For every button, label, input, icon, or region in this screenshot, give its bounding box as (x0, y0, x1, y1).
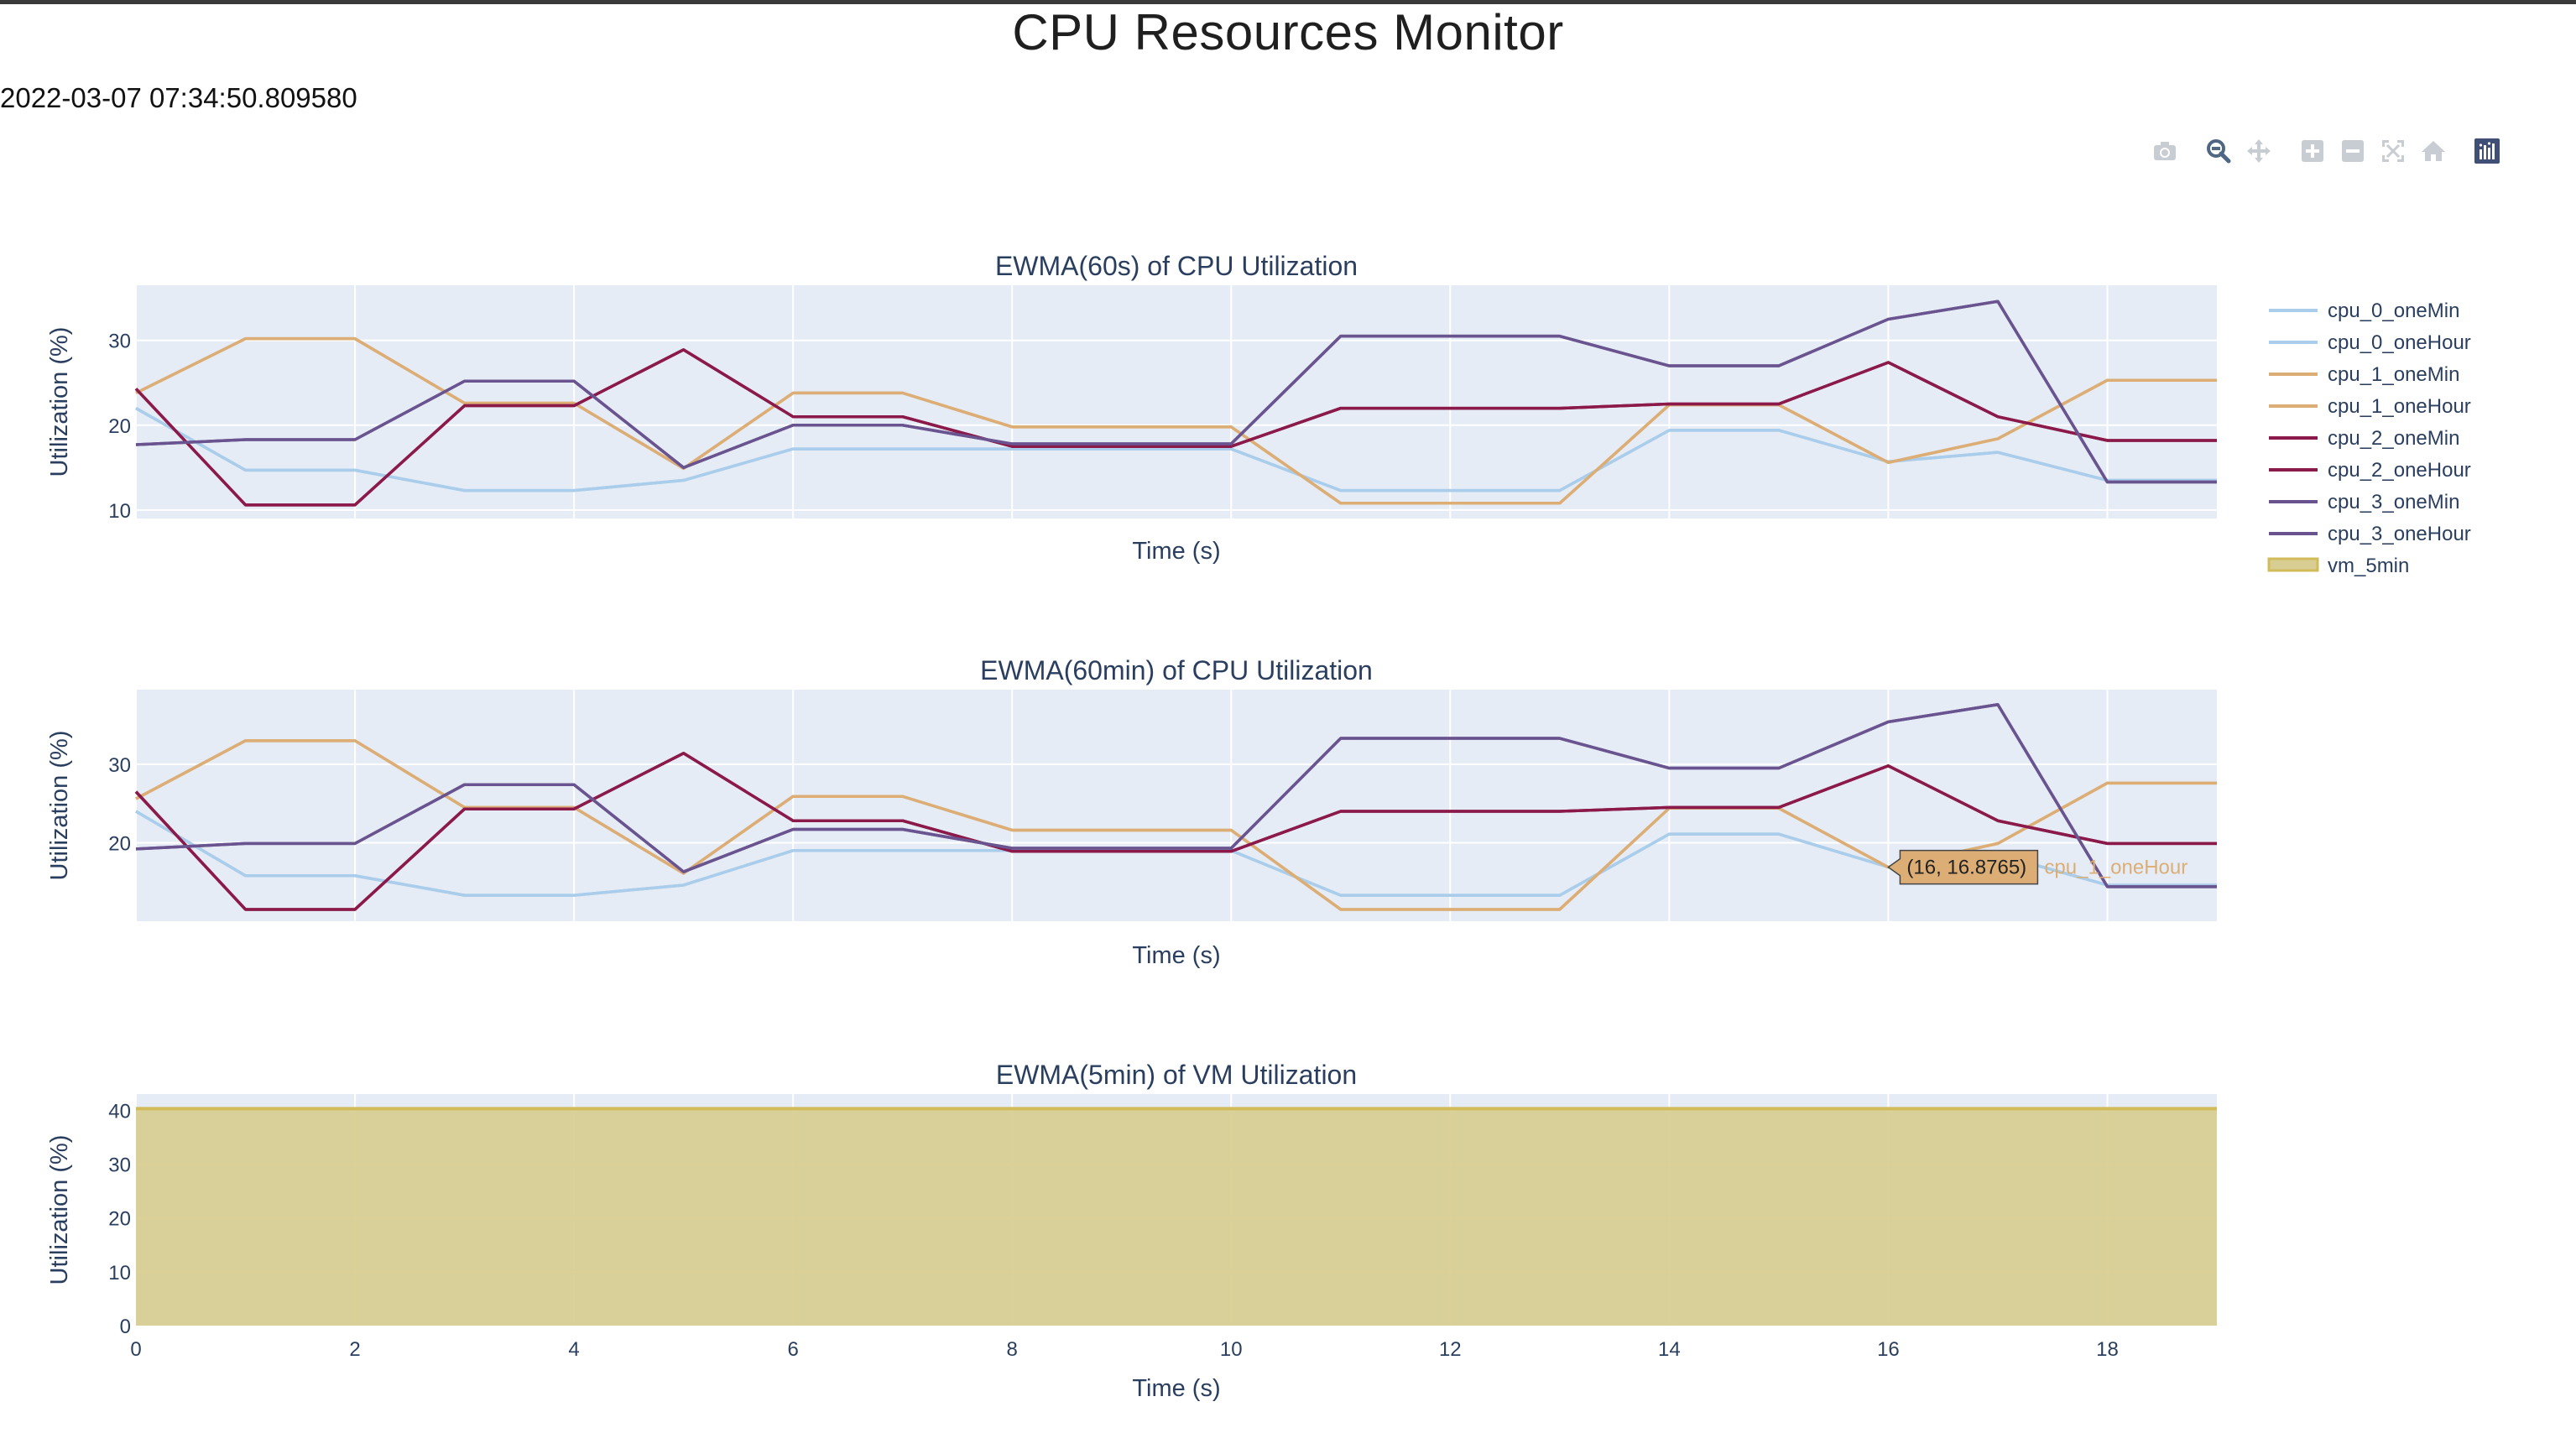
legend-label: cpu_3_oneHour (2328, 523, 2471, 545)
series-line-cpu_3_oneHour (135, 703, 2217, 888)
x-tick-label: 2 (349, 1338, 360, 1361)
series-line-cpu_0_oneHour (135, 407, 2217, 492)
legend-label: cpu_3_oneMin (2328, 491, 2459, 513)
top-border (0, 0, 2576, 4)
x-axis-title: Time (s) (1132, 942, 1220, 969)
y-tick-label: 0 (120, 1316, 131, 1338)
y-axis-title: Utilization (%) (46, 327, 73, 477)
legend-item-cpu_1_oneMin[interactable]: cpu_1_oneMin (2269, 363, 2459, 386)
legend-label: cpu_2_oneHour (2328, 459, 2471, 482)
x-tick-label: 12 (1439, 1338, 1462, 1361)
x-tick-label: 18 (2096, 1338, 2119, 1361)
x-axis-title: Time (s) (1132, 1375, 1220, 1402)
legend: cpu_0_oneMin cpu_0_oneHour cpu_1_oneMincpu… (2267, 300, 2471, 577)
page-title: CPU Resources Monitor (1012, 4, 1564, 60)
y-tick-label: 30 (108, 1154, 131, 1176)
series-line-cpu_3_oneHour (135, 300, 2217, 484)
x-tick-label: 14 (1658, 1338, 1681, 1361)
legend-item-cpu_3_oneHour[interactable]: cpu_3_oneHour (2269, 523, 2471, 545)
x-tick-label: 16 (1877, 1338, 1900, 1361)
zoom-icon[interactable] (2202, 134, 2235, 168)
series-line-cpu_1_oneHour (135, 336, 2217, 505)
hover-series-name: cpu_1_oneHour (2044, 857, 2188, 879)
legend-label: cpu_2_oneMin (2328, 427, 2459, 450)
hover-box (1887, 849, 2039, 885)
chart-panel-3: 0 10 20 30 40 0 2 4 6 8 10 12 14 16 18 EWMA(5min) of VM… (46, 1060, 2217, 1402)
legend-item-cpu_0_oneMin[interactable]: cpu_0_oneMin (2269, 300, 2459, 322)
legend-item-cpu_1_oneHour[interactable]: cpu_1_oneHour (2269, 395, 2471, 418)
y-tick-label: 10 (108, 1262, 131, 1284)
zoom-out-icon[interactable] (2336, 134, 2370, 168)
x-tick-label: 0 (130, 1338, 141, 1361)
subplot-title: EWMA(60s) of CPU Utilization (995, 251, 1358, 281)
series-line-cpu_2_oneHour (134, 348, 2217, 507)
y-tick-label: 30 (108, 754, 131, 777)
subplot-title: EWMA(60min) of CPU Utilization (980, 655, 1373, 685)
legend-label: cpu_1_oneHour (2328, 395, 2471, 418)
legend-swatch (2267, 557, 2319, 572)
camera-icon[interactable] (2148, 134, 2182, 168)
legend-label: cpu_1_oneMin (2328, 363, 2459, 386)
zoom-in-icon[interactable] (2296, 134, 2329, 168)
y-tick-label: 20 (108, 1208, 131, 1231)
autoscale-icon[interactable] (2376, 134, 2410, 168)
x-axis-title: Time (s) (1132, 538, 1220, 565)
legend-item-cpu_0_oneHour[interactable]: cpu_0_oneHour (2269, 331, 2471, 354)
plot-area (136, 285, 2217, 518)
chart-panel-1: 10 20 30 EWMA(60s) of CPU Utilization Time (… (46, 251, 2217, 565)
y-tick-label: 10 (108, 500, 131, 523)
plotly-logo-icon[interactable] (2470, 134, 2504, 168)
y-axis-title: Utilization (%) (46, 731, 73, 881)
legend-item-cpu_2_oneHour[interactable]: cpu_2_oneHour (2269, 459, 2471, 482)
hover-tooltip: (16, 16.8765) cpu_1_oneHour (1887, 849, 2188, 885)
hover-value: (16, 16.8765) (1906, 857, 2026, 879)
home-icon[interactable] (2417, 134, 2450, 168)
legend-item-cpu_2_oneMin[interactable]: cpu_2_oneMin (2269, 427, 2459, 450)
plot-area (136, 690, 2217, 921)
timestamp: 2022-03-07 07:34:50.809580 (0, 82, 357, 113)
y-axis-title: Utilization (%) (46, 1135, 73, 1285)
y-tick-label: 20 (108, 415, 131, 438)
x-tick-label: 8 (1007, 1338, 1018, 1361)
legend-item-vm_5min[interactable]: vm_5min (2267, 555, 2409, 577)
y-tick-label: 40 (108, 1100, 131, 1123)
series-line-cpu_1_oneHour (135, 739, 2217, 911)
legend-label: cpu_0_oneHour (2328, 331, 2471, 354)
legend-item-cpu_3_oneMin[interactable]: cpu_3_oneMin (2269, 491, 2459, 513)
x-tick-label: 10 (1220, 1338, 1243, 1361)
pan-icon[interactable] (2242, 134, 2276, 168)
chart-panel-2: 20 30 EWMA(60min) of CPU Utilization Time (… (46, 655, 2217, 969)
legend-label: cpu_0_oneMin (2328, 300, 2459, 322)
y-tick-label: 20 (108, 832, 131, 855)
legend-label: vm_5min (2328, 555, 2409, 577)
x-tick-label: 6 (787, 1338, 798, 1361)
series-line-cpu_2_oneHour (134, 752, 2217, 911)
y-tick-label: 30 (108, 331, 131, 353)
subplot-title: EWMA(5min) of VM Utilization (996, 1060, 1357, 1090)
x-tick-label: 4 (568, 1338, 579, 1361)
series-area-vm_5min (136, 1108, 2217, 1326)
